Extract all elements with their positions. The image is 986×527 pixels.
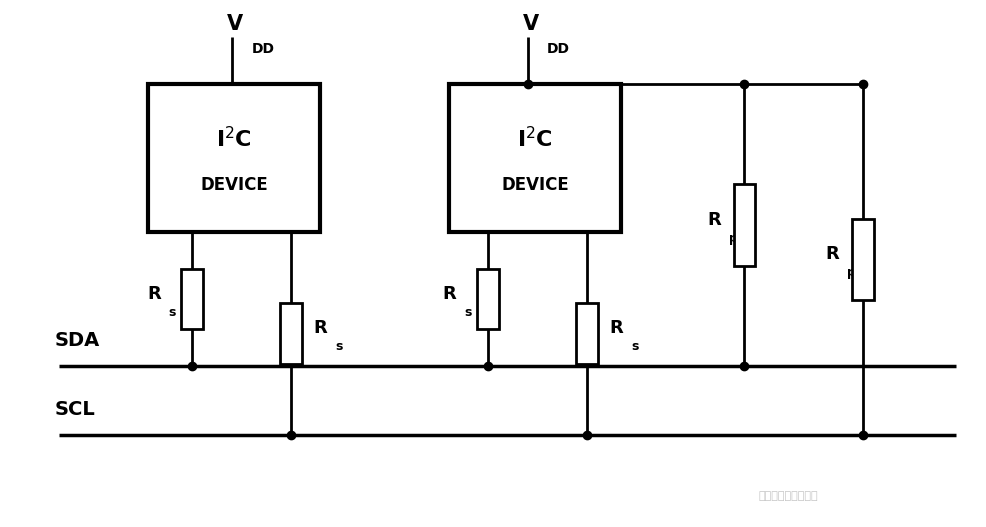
Text: V: V: [227, 14, 243, 34]
Text: DD: DD: [251, 42, 274, 56]
Text: R: R: [825, 245, 839, 264]
Text: R: R: [609, 319, 623, 337]
Text: SCL: SCL: [54, 400, 95, 419]
Text: s: s: [464, 306, 471, 319]
Text: DEVICE: DEVICE: [200, 175, 268, 193]
Text: p: p: [847, 266, 856, 279]
Bar: [576, 303, 598, 364]
Bar: [148, 84, 320, 232]
Bar: [181, 269, 203, 329]
Text: p: p: [729, 232, 738, 245]
Bar: [852, 219, 874, 300]
Text: V: V: [523, 14, 538, 34]
Bar: [280, 303, 302, 364]
Text: s: s: [631, 340, 638, 353]
Text: s: s: [335, 340, 342, 353]
Text: I$^2$C: I$^2$C: [216, 126, 252, 152]
Text: R: R: [443, 285, 457, 303]
Bar: [734, 184, 755, 266]
Bar: [477, 269, 499, 329]
Text: 丰驼犊牛的测试随笔: 丰驼犊牛的测试随笔: [759, 491, 818, 501]
Text: SDA: SDA: [54, 331, 100, 350]
Text: R: R: [147, 285, 161, 303]
Text: R: R: [707, 211, 721, 229]
Bar: [449, 84, 621, 232]
Text: I$^2$C: I$^2$C: [517, 126, 553, 152]
Text: DEVICE: DEVICE: [501, 175, 569, 193]
Text: s: s: [169, 306, 176, 319]
Text: R: R: [314, 319, 327, 337]
Text: DD: DD: [547, 42, 570, 56]
